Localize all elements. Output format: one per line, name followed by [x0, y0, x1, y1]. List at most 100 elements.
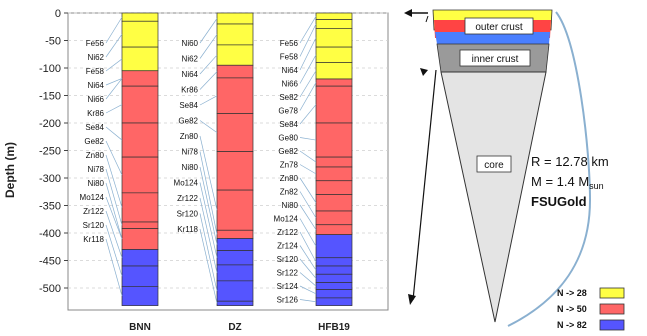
nucleus-label: Zn82	[280, 188, 299, 197]
layer-segment	[315, 19, 353, 29]
nucleus-label: Sr122	[277, 269, 299, 278]
layer-segment	[315, 282, 353, 291]
layer-segment	[216, 229, 254, 239]
nucleus-label: Se84	[85, 123, 104, 132]
nucleus-columns	[121, 12, 353, 306]
layer-segment	[315, 122, 353, 158]
nucleus-label: Zn80	[280, 174, 299, 183]
column-names: BNN DZ HFB19	[129, 322, 350, 333]
label-connector	[299, 272, 317, 287]
layer-segment	[121, 249, 159, 267]
nucleus-label: Ge82	[178, 117, 198, 126]
label-connector	[299, 258, 317, 279]
layer-segment	[216, 12, 254, 25]
label-connector	[299, 37, 317, 71]
core-cone	[440, 71, 547, 323]
label-connector	[199, 34, 218, 59]
nucleus-label: Ni66	[282, 80, 299, 89]
label-connector	[299, 299, 317, 303]
layer-segment	[216, 23, 254, 46]
column-name: DZ	[228, 322, 241, 333]
legend-label: N -> 50	[557, 304, 587, 314]
nucleus-label: Sr120	[83, 221, 105, 230]
layer-segment	[121, 221, 159, 229]
label-connector	[299, 23, 317, 57]
layer-segment	[121, 46, 159, 72]
depth-arrow-head-bottom	[408, 294, 416, 305]
label-connector	[105, 78, 123, 100]
nucleus-label: Ge78	[278, 107, 298, 116]
label-connector	[105, 168, 123, 226]
y-tick-label: -450	[39, 256, 61, 268]
y-tick-label: -50	[45, 36, 61, 48]
y-tick-label: -100	[39, 63, 61, 75]
inner-crust-label: inner crust	[472, 54, 519, 65]
label-connector	[199, 182, 218, 258]
layer-segment	[121, 85, 159, 124]
layer-segment	[315, 289, 353, 299]
nucleus-label: Ge82	[278, 147, 298, 156]
nucleus-label: Zn80	[180, 132, 199, 141]
layer-segment	[216, 189, 254, 231]
depth-arrow-head-top	[420, 68, 428, 76]
outer-crust-box	[464, 17, 534, 35]
layer-segment	[216, 300, 254, 306]
nucleus-label: Sr120	[177, 210, 199, 219]
column-name: HFB19	[318, 322, 350, 333]
layer-segment	[315, 224, 353, 235]
nucleus-label: Ni80	[182, 163, 199, 172]
nucleus-label: Fe58	[280, 53, 299, 62]
y-tick-label: -350	[39, 201, 61, 213]
label-connector	[299, 54, 317, 84]
nucleus-label: Ni60	[182, 39, 199, 48]
label-connector	[105, 126, 123, 141]
nucleus-label: Fe56	[280, 39, 299, 48]
y-tick-label: -300	[39, 173, 61, 185]
nucleus-label: Ni80	[282, 201, 299, 210]
layer-segment	[121, 192, 159, 223]
label-connector	[199, 151, 218, 235]
label-connector	[105, 238, 123, 297]
label-connector	[105, 224, 123, 277]
y-tick-label: -200	[39, 118, 61, 130]
layer-segment	[216, 250, 254, 266]
layer-segment	[315, 62, 353, 80]
mass-text: M = 1.4 Msun	[531, 174, 604, 191]
depth-arrow-shaft	[412, 69, 437, 301]
legend: N -> 28 N -> 50 N -> 82	[557, 287, 625, 331]
layer-segment	[315, 156, 353, 168]
layer-segment	[315, 166, 353, 182]
layer-segment	[315, 297, 353, 306]
layer-segment	[216, 113, 254, 152]
label-connector	[199, 228, 218, 304]
nucleus-label: Ni64	[182, 70, 199, 79]
top-arrow-join	[425, 15, 429, 23]
nucleus-label: Fe58	[86, 67, 105, 76]
y-axis-ticks: 0 -50 -100 -150 -200 -250 -300 -350 -400 -450 -500	[39, 8, 68, 295]
label-connector	[105, 78, 123, 86]
layer-segment	[121, 122, 159, 158]
label-connectors	[105, 16, 317, 304]
label-connector	[105, 33, 123, 58]
label-connector	[199, 71, 218, 90]
label-connector	[105, 16, 123, 44]
layer-segment	[216, 151, 254, 191]
label-connector	[299, 204, 317, 230]
mass-prefix: M = 1.4 M	[531, 174, 589, 189]
label-connector	[199, 54, 218, 75]
legend-swatch	[599, 303, 625, 315]
label-connector	[199, 213, 218, 292]
layer-segment	[315, 28, 353, 48]
layer-segment	[315, 46, 353, 63]
label-connector	[299, 177, 317, 203]
nucleus-labels: Fe56 Ni62 Fe58 Ni64 Ni66 Kr86 Se84 Ge82 Zn80 Ni78…	[80, 39, 299, 305]
nucleus-label: Zr122	[83, 207, 104, 216]
layer-segment	[315, 180, 353, 195]
nucleus-label: Zr124	[277, 242, 298, 251]
nucleus-label: Sr120	[277, 255, 299, 264]
nucleus-label: Ni64	[282, 66, 299, 75]
nucleus-label: Ge80	[278, 134, 298, 143]
label-connector	[105, 140, 123, 176]
neutron-star-diagram: outer crust inner crust core R = 12.78 k…	[404, 9, 609, 327]
